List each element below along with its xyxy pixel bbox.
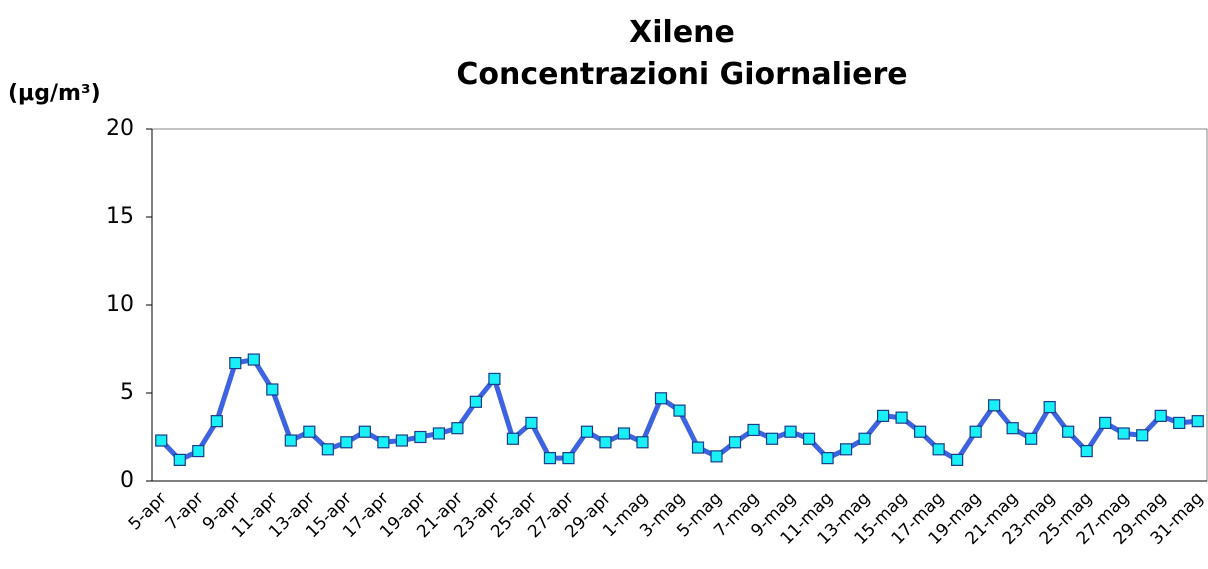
data-point bbox=[377, 436, 390, 449]
data-point bbox=[914, 425, 927, 438]
data-point bbox=[1173, 416, 1186, 430]
data-point bbox=[432, 427, 445, 440]
data-point bbox=[562, 452, 575, 465]
data-point bbox=[728, 436, 742, 449]
data-point bbox=[1154, 409, 1167, 422]
data-point bbox=[303, 425, 316, 438]
data-point bbox=[599, 436, 612, 449]
data-point bbox=[951, 453, 964, 466]
data-point bbox=[1006, 422, 1019, 435]
data-point bbox=[691, 441, 705, 454]
y-tick-label: 15 bbox=[106, 204, 134, 229]
data-point bbox=[506, 432, 520, 445]
data-point bbox=[858, 432, 871, 445]
data-point bbox=[1099, 416, 1112, 430]
data-point bbox=[580, 425, 594, 438]
data-point bbox=[876, 409, 890, 422]
data-point bbox=[821, 452, 834, 465]
data-point bbox=[173, 453, 186, 466]
data-point bbox=[895, 411, 908, 424]
data-point bbox=[1080, 444, 1093, 458]
data-point bbox=[1117, 427, 1130, 440]
data-point bbox=[155, 434, 168, 447]
data-point bbox=[654, 392, 668, 405]
data-point bbox=[247, 353, 260, 366]
data-point bbox=[673, 404, 686, 417]
data-point bbox=[784, 425, 797, 438]
data-point bbox=[1062, 425, 1075, 438]
data-point bbox=[1136, 429, 1149, 442]
data-point bbox=[839, 443, 853, 456]
data-point bbox=[765, 432, 779, 445]
data-point bbox=[321, 443, 334, 456]
data-point bbox=[395, 434, 408, 447]
y-tick-label: 0 bbox=[120, 468, 134, 493]
data-point bbox=[210, 415, 223, 428]
data-point bbox=[414, 430, 427, 444]
data-point bbox=[969, 425, 982, 438]
data-point bbox=[710, 450, 723, 463]
data-point bbox=[1191, 415, 1204, 428]
data-point bbox=[1025, 432, 1038, 445]
y-tick-label: 10 bbox=[106, 292, 134, 317]
chart-title: Concentrazioni Giornaliere bbox=[456, 57, 907, 92]
data-point bbox=[932, 443, 945, 456]
data-point bbox=[1043, 400, 1056, 414]
data-point bbox=[747, 423, 760, 437]
data-point bbox=[636, 436, 649, 449]
data-point bbox=[284, 434, 297, 447]
data-point bbox=[525, 416, 538, 430]
data-point bbox=[229, 356, 242, 370]
data-point bbox=[488, 372, 501, 386]
chart-title: Xilene bbox=[629, 15, 735, 50]
y-tick-label: 20 bbox=[106, 116, 134, 141]
data-point bbox=[340, 436, 353, 449]
data-point bbox=[988, 399, 1001, 412]
y-axis-label: (μg/m³) bbox=[8, 81, 101, 106]
data-point bbox=[358, 425, 371, 438]
x-tick-label: 7-apr bbox=[162, 488, 208, 534]
data-point bbox=[451, 422, 464, 435]
data-point bbox=[802, 432, 816, 445]
y-tick-label: 5 bbox=[120, 380, 134, 405]
data-point bbox=[192, 444, 205, 458]
x-tick-label: 5-apr bbox=[125, 488, 171, 534]
data-point bbox=[469, 395, 483, 408]
data-point bbox=[543, 452, 557, 465]
data-point bbox=[617, 427, 631, 440]
data-point bbox=[266, 383, 279, 396]
